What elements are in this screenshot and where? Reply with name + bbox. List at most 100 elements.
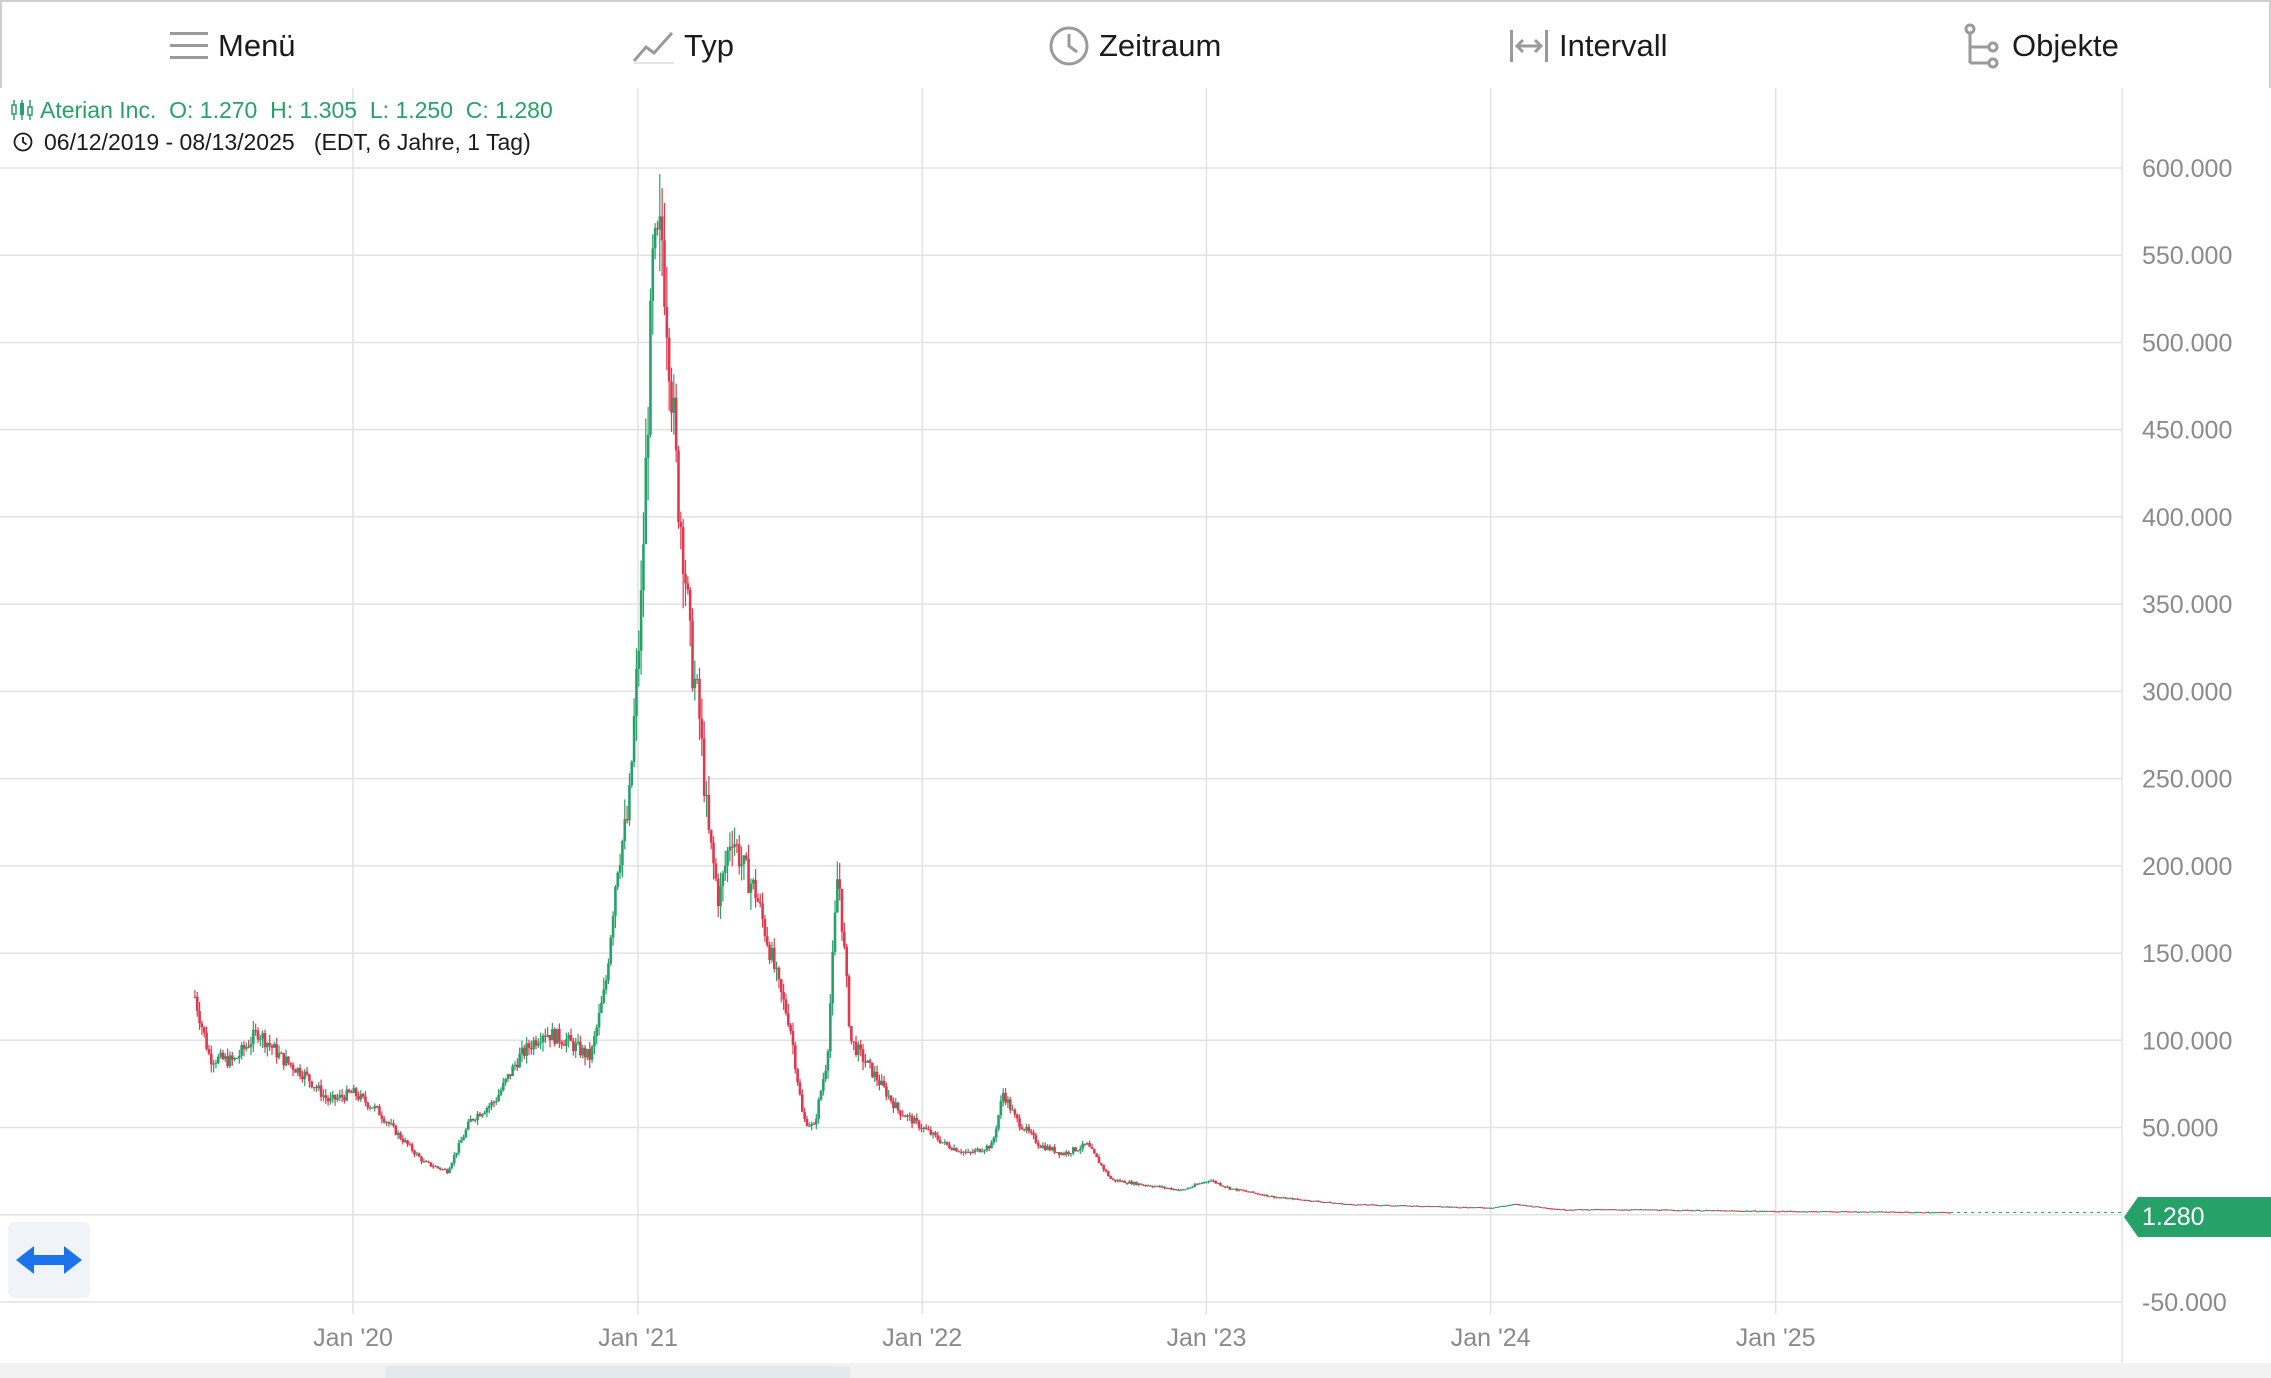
candle [1172,1188,1176,1191]
bottom-tab[interactable] [385,1366,850,1378]
candle [516,1058,519,1071]
candle [1282,1196,1285,1199]
candle [231,1052,234,1066]
period-button[interactable]: Zeitraum [1047,20,1221,72]
candle [1184,1189,1187,1191]
candle [254,1023,257,1036]
objects-button[interactable]: Objekte [1960,20,2119,72]
interval-button[interactable]: Intervall [1507,20,1668,72]
candle [357,1091,360,1102]
candle [1480,1206,1484,1209]
candle [261,1030,264,1049]
candle [371,1107,374,1109]
chart-type-button[interactable]: Typ [632,20,734,72]
candle [985,1144,989,1153]
candle [623,799,627,850]
candle [340,1089,344,1102]
candle [644,418,648,545]
candle [548,1034,552,1048]
ohlc-row: Aterian Inc. O: 1.270 H: 1.305 L: 1.250 … [10,94,553,126]
candle [969,1151,972,1156]
candle [1235,1187,1239,1192]
candle [1158,1185,1162,1188]
pan-button[interactable] [8,1222,90,1298]
candle [1569,1209,1573,1211]
candle [1032,1129,1035,1140]
candle [1943,1212,1946,1214]
candle [195,991,199,1017]
chart-area[interactable]: 600.000 550.000 500.000 450.000 400.000 350.0… [0,88,2271,1363]
candle [1747,1210,1750,1212]
candle [1424,1205,1428,1207]
candle [1347,1203,1351,1206]
candle [551,1022,554,1041]
price-chart[interactable]: 600.000 550.000 500.000 450.000 400.000 350.0… [0,88,2271,1363]
candle [1363,1203,1367,1206]
candle [1912,1211,1916,1214]
candle [1375,1204,1379,1207]
candle [1749,1210,1753,1212]
candle [616,871,620,890]
candle [1814,1211,1818,1213]
candle [609,935,613,966]
candle [1417,1205,1421,1207]
candle [1849,1211,1853,1213]
candle [1193,1182,1197,1188]
candle [1800,1211,1804,1213]
candle [247,1039,250,1049]
candle [850,1025,853,1045]
candle [1667,1209,1671,1211]
candle [840,888,844,941]
candle [333,1094,337,1106]
candle [618,853,622,880]
candle [621,839,624,878]
candle [1036,1140,1040,1149]
candle [1356,1203,1360,1206]
candle [1557,1208,1561,1211]
candle [1807,1211,1811,1213]
candle [1847,1211,1851,1213]
candle [735,839,739,854]
candle [1891,1211,1895,1213]
candle [1452,1206,1456,1208]
candle [1401,1204,1404,1207]
candle [259,1034,262,1047]
candle [1205,1181,1208,1184]
candle [691,608,694,692]
candle [1071,1146,1075,1156]
candle [1394,1205,1397,1207]
candle [1751,1210,1755,1212]
candle [604,974,608,995]
candle [1324,1202,1327,1204]
candle [487,1102,491,1114]
candle [833,900,837,956]
candle [1167,1187,1171,1190]
candle [1090,1143,1094,1150]
candle [1658,1209,1661,1212]
candle [674,383,678,463]
candle [1630,1209,1633,1211]
candle [275,1037,278,1064]
candle [579,1035,582,1058]
candle [1298,1198,1302,1201]
candle [593,1030,596,1055]
candle [1583,1209,1587,1211]
candle [992,1136,996,1145]
candle [1001,1088,1005,1107]
candle [1539,1206,1542,1208]
candle [761,892,764,928]
candle [485,1106,489,1118]
y-tick-label: 350.000 [2142,591,2232,619]
candle [415,1151,419,1157]
candle [815,1113,818,1130]
last-price-tag [2124,1197,2271,1237]
candle [1574,1209,1577,1211]
candle [1342,1203,1346,1206]
candle [1677,1209,1680,1212]
candle [1723,1210,1727,1212]
candle [303,1069,307,1087]
instrument-name: Aterian Inc. [40,97,157,123]
menu-button[interactable]: Menü [168,20,296,72]
candle [1716,1209,1720,1212]
candle [209,1045,213,1073]
